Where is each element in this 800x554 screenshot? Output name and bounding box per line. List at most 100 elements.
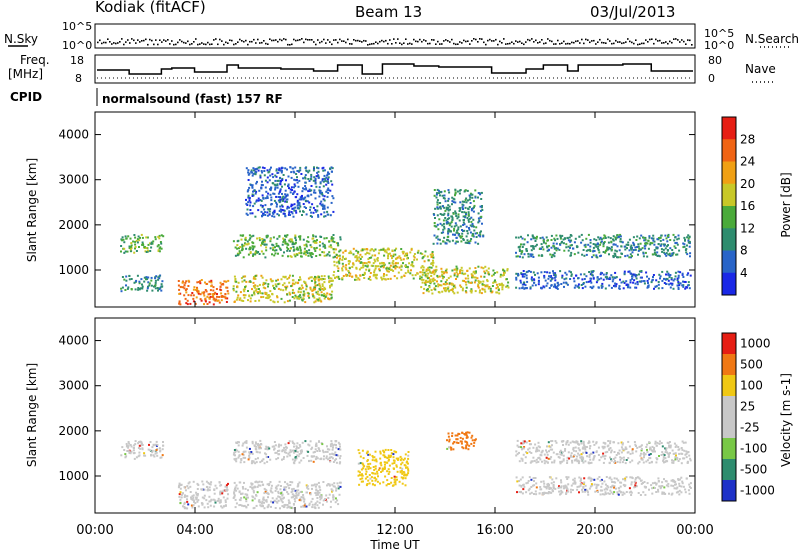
echo-pixel bbox=[317, 167, 320, 170]
echo-pixel bbox=[449, 289, 452, 292]
echo-pixel bbox=[669, 274, 672, 276]
echo-pixel bbox=[315, 175, 318, 178]
echo-pixel bbox=[550, 234, 553, 237]
echo-pixel bbox=[214, 291, 217, 294]
echo-pixel bbox=[128, 452, 131, 454]
echo-pixel bbox=[525, 248, 528, 251]
echo-pixel bbox=[221, 506, 224, 509]
echo-pixel bbox=[633, 273, 636, 276]
echo-pixel bbox=[205, 480, 208, 483]
echo-pixel bbox=[216, 293, 218, 295]
echo-pixel bbox=[600, 271, 603, 274]
echo-pixel bbox=[125, 279, 128, 282]
echo-pixel bbox=[582, 461, 585, 464]
echo-pixel bbox=[485, 269, 488, 272]
echo-pixel bbox=[196, 288, 199, 291]
echo-pixel bbox=[559, 451, 561, 453]
echo-pixel bbox=[470, 273, 473, 276]
echo-pixel bbox=[178, 493, 181, 496]
echo-pixel bbox=[477, 212, 480, 215]
echo-pixel bbox=[677, 460, 680, 462]
echo-pixel bbox=[453, 274, 456, 277]
noise-point bbox=[347, 38, 349, 41]
echo-pixel bbox=[260, 505, 263, 508]
echo-pixel bbox=[467, 219, 470, 221]
echo-pixel bbox=[323, 254, 326, 257]
echo-pixel bbox=[210, 281, 213, 284]
echo-pixel bbox=[134, 240, 137, 243]
echo-pixel bbox=[682, 457, 685, 460]
echo-pixel bbox=[437, 285, 440, 288]
echo-pixel bbox=[281, 205, 284, 208]
echo-pixel bbox=[413, 253, 416, 255]
echo-pixel bbox=[320, 236, 323, 238]
echo-pixel bbox=[553, 273, 556, 276]
echo-pixel bbox=[178, 300, 181, 303]
echo-pixel bbox=[334, 248, 337, 251]
echo-pixel bbox=[262, 281, 265, 284]
echo-pixel bbox=[464, 199, 467, 202]
noise-point bbox=[583, 42, 585, 45]
echo-pixel bbox=[318, 287, 321, 290]
echo-pixel bbox=[443, 194, 446, 197]
echo-pixel bbox=[619, 456, 622, 459]
echo-pixel bbox=[322, 458, 325, 461]
echo-pixel bbox=[402, 252, 405, 255]
echo-pixel bbox=[551, 254, 554, 257]
echo-pixel bbox=[607, 440, 610, 442]
echo-pixel bbox=[620, 457, 623, 460]
echo-pixel bbox=[307, 240, 310, 243]
echo-pixel bbox=[286, 491, 289, 494]
echo-pixel bbox=[448, 205, 451, 208]
echo-pixel bbox=[361, 273, 364, 276]
echo-pixel bbox=[195, 496, 198, 499]
echo-pixel bbox=[178, 302, 181, 305]
echo-pixel bbox=[470, 209, 473, 212]
echo-pixel bbox=[253, 286, 256, 289]
echo-pixel bbox=[672, 452, 675, 455]
echo-pixel bbox=[523, 283, 526, 286]
ytick-label: 1000 bbox=[58, 263, 89, 277]
noise-point bbox=[137, 39, 139, 41]
echo-pixel bbox=[447, 229, 450, 232]
echo-pixel bbox=[446, 218, 449, 221]
echo-pixel bbox=[352, 262, 355, 265]
echo-pixel bbox=[634, 286, 637, 289]
echo-pixel bbox=[589, 458, 592, 461]
echo-pixel bbox=[447, 199, 450, 202]
echo-pixel bbox=[239, 291, 242, 294]
noise-point bbox=[591, 40, 593, 42]
echo-pixel bbox=[316, 205, 319, 208]
echo-pixel bbox=[525, 491, 528, 494]
echo-pixel bbox=[667, 235, 669, 237]
echo-pixel bbox=[532, 446, 535, 449]
echo-pixel bbox=[322, 481, 325, 483]
echo-pixel bbox=[535, 458, 538, 461]
echo-pixel bbox=[138, 454, 141, 457]
echo-pixel bbox=[592, 451, 595, 454]
echo-pixel bbox=[299, 210, 301, 213]
echo-pixel bbox=[393, 266, 396, 269]
echo-pixel bbox=[208, 489, 211, 492]
echo-pixel bbox=[667, 273, 670, 276]
echo-pixel bbox=[587, 249, 590, 252]
echo-pixel bbox=[366, 460, 369, 463]
echo-pixel bbox=[387, 473, 390, 475]
echo-pixel bbox=[461, 206, 464, 209]
echo-pixel bbox=[447, 214, 450, 217]
echo-pixel bbox=[265, 296, 268, 299]
echo-pixel bbox=[258, 499, 261, 502]
echo-pixel bbox=[253, 245, 256, 248]
echo-pixel bbox=[530, 443, 532, 446]
echo-pixel bbox=[293, 248, 296, 251]
echo-pixel bbox=[620, 446, 623, 449]
echo-pixel bbox=[318, 284, 321, 287]
echo-pixel bbox=[226, 297, 229, 300]
echo-pixel bbox=[138, 282, 141, 285]
echo-pixel bbox=[527, 234, 529, 237]
echo-pixel bbox=[333, 443, 336, 446]
echo-pixel bbox=[523, 275, 526, 278]
echo-pixel bbox=[298, 444, 301, 446]
echo-pixel bbox=[192, 504, 195, 507]
noise-point bbox=[243, 40, 245, 43]
